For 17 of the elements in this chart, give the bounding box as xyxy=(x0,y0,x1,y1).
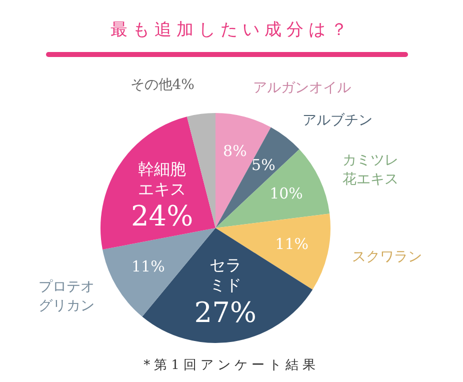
data-label: 11% xyxy=(275,234,308,253)
data-label: 8% xyxy=(223,142,247,160)
slice-label: カミツレ花エキス xyxy=(342,152,398,188)
data-label: 5% xyxy=(252,156,276,174)
slice-label: スクワラン xyxy=(352,249,422,266)
data-label: 10% xyxy=(270,184,303,203)
data-label: 11% xyxy=(132,258,165,276)
slice-label: プロテオグリカン xyxy=(38,279,95,314)
slice-label: セラミド xyxy=(209,256,242,295)
data-label: 27% xyxy=(194,296,257,329)
slice-label: アルブチン xyxy=(302,112,373,128)
slice-label: 幹細胞エキス xyxy=(138,159,186,198)
slice-label: アルガンオイル xyxy=(253,80,352,96)
text: *第1回アンケート結果 xyxy=(142,357,320,374)
chart-title: 最も追加したい成分は？ xyxy=(110,19,354,41)
data-label: 24% xyxy=(130,199,194,232)
slice-label: その他4% xyxy=(130,77,194,94)
